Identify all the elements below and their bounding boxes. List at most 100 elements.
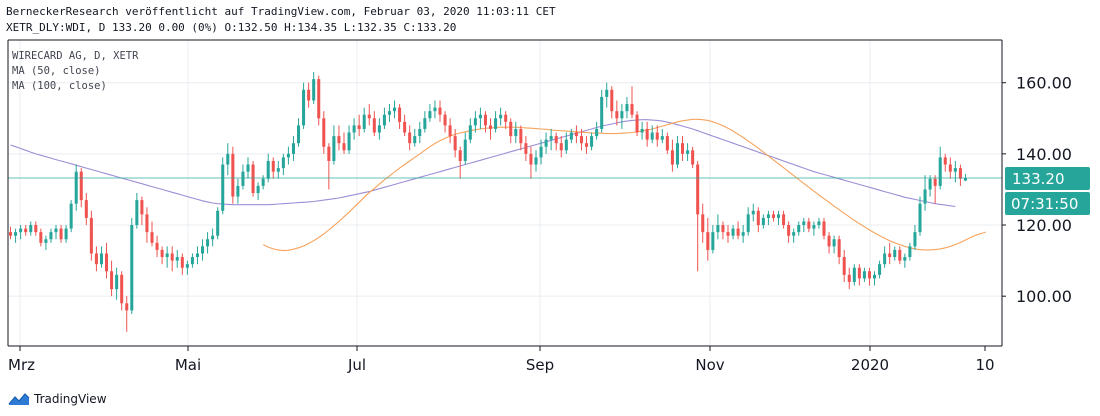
candle-body — [862, 271, 866, 279]
candle — [519, 125, 523, 151]
candle — [711, 225, 715, 254]
candle — [110, 260, 114, 297]
candle-body — [236, 185, 240, 197]
candle — [564, 132, 568, 154]
candle — [59, 225, 63, 243]
candle — [256, 182, 260, 201]
candle-body — [24, 228, 28, 233]
candle — [590, 132, 594, 151]
price-badge: 133.20 — [1005, 167, 1090, 191]
candle — [9, 226, 13, 240]
candle — [367, 104, 371, 126]
candle-body — [716, 225, 720, 233]
candle-body — [317, 79, 321, 119]
candle-body — [665, 136, 669, 151]
candle-body — [322, 118, 326, 147]
candle — [539, 139, 543, 165]
candle — [928, 175, 932, 197]
candle — [458, 146, 462, 179]
candle-body — [751, 210, 755, 215]
candle-body — [291, 143, 295, 154]
candle — [893, 246, 897, 261]
candle — [938, 146, 942, 190]
candle — [39, 228, 43, 247]
candle — [433, 100, 437, 119]
x-tick-label: Sep — [526, 356, 554, 374]
candle-body — [615, 111, 619, 119]
candle-body — [499, 114, 503, 119]
ma50-line — [262, 118, 986, 252]
candle — [655, 125, 659, 147]
candle-body — [74, 171, 78, 204]
candle — [878, 260, 882, 279]
candle — [908, 242, 912, 261]
candle-body — [595, 128, 599, 137]
candle-body — [519, 128, 523, 144]
candle — [948, 157, 952, 179]
candle — [312, 72, 316, 105]
candle — [14, 228, 18, 243]
candle — [382, 107, 386, 129]
candle — [524, 136, 528, 161]
candle — [494, 111, 498, 133]
candle — [195, 246, 199, 265]
candle-body — [342, 143, 346, 151]
candle-body — [958, 168, 962, 179]
candle — [943, 153, 947, 172]
candle-body — [44, 239, 48, 243]
candle — [185, 260, 189, 275]
candle-body — [39, 232, 43, 243]
candle — [206, 232, 210, 254]
candle — [34, 221, 38, 236]
candle — [913, 225, 917, 250]
candle — [393, 100, 397, 119]
candle — [862, 267, 866, 282]
candle-body — [59, 228, 63, 240]
candle-body — [190, 257, 194, 265]
candle — [605, 82, 609, 108]
candle — [94, 246, 98, 272]
candle — [660, 128, 664, 144]
x-axis-labels: Mrz Mai Jul Sep Nov 2020 10 — [8, 346, 995, 374]
y-tick-label: 100.00 — [1016, 287, 1072, 306]
candle — [822, 217, 826, 240]
candle — [504, 111, 508, 129]
candle — [509, 118, 513, 144]
footer-brand[interactable]: TradingView — [8, 392, 107, 406]
candle — [105, 242, 109, 279]
candle-body — [135, 200, 139, 226]
candle — [135, 193, 139, 229]
candle — [145, 207, 149, 243]
candle — [170, 246, 174, 272]
candle — [514, 121, 518, 144]
candle-body — [231, 153, 235, 197]
candle-body — [382, 114, 386, 126]
candle — [903, 253, 907, 268]
candle — [761, 214, 765, 229]
candle — [155, 235, 159, 258]
candle — [362, 107, 366, 133]
candle — [499, 107, 503, 126]
candle — [852, 264, 856, 286]
ma100-line — [10, 119, 956, 208]
candle — [670, 139, 674, 172]
candle — [246, 157, 250, 179]
candle — [44, 235, 48, 250]
candle-body — [453, 136, 457, 151]
candle-body — [675, 143, 679, 165]
candle-body — [953, 168, 957, 172]
candle-body — [928, 178, 932, 190]
candle — [216, 207, 220, 240]
candle-body — [352, 125, 356, 133]
candle — [544, 132, 548, 154]
candle-body — [115, 274, 119, 290]
candle-body — [787, 225, 791, 236]
candle-body — [489, 125, 493, 129]
candle — [620, 104, 624, 129]
candle-body — [458, 150, 462, 161]
candle-body — [635, 114, 639, 133]
candle-body — [84, 200, 88, 218]
candle-body — [69, 203, 73, 229]
candle — [675, 136, 679, 169]
